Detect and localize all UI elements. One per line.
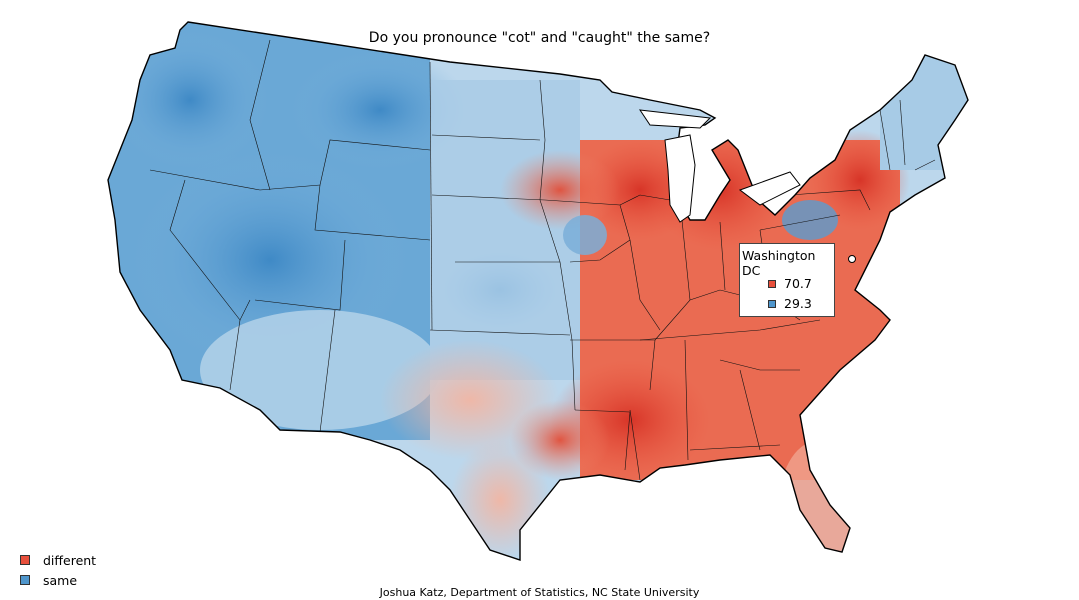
tooltip-same-value: 29.3 bbox=[784, 296, 812, 311]
dc-marker[interactable] bbox=[848, 255, 856, 263]
credit-text: Joshua Katz, Department of Statistics, N… bbox=[379, 586, 700, 599]
tooltip-row-same: 29.3 bbox=[768, 296, 812, 311]
same-swatch bbox=[768, 299, 776, 308]
lake-superior bbox=[638, 109, 712, 129]
legend-item-same[interactable]: same bbox=[20, 570, 96, 590]
different-swatch bbox=[768, 279, 776, 288]
legend-item-different[interactable]: different bbox=[20, 550, 96, 570]
great-lakes bbox=[638, 109, 801, 223]
map-legend: different same bbox=[20, 550, 96, 590]
tooltip-different-value: 70.7 bbox=[784, 276, 812, 291]
tooltip-row-different: 70.7 bbox=[768, 276, 812, 291]
location-tooltip: Washington DC 70.7 29.3 bbox=[739, 243, 835, 317]
tooltip-location: Washington DC bbox=[742, 248, 816, 278]
legend-label-different: different bbox=[43, 552, 97, 568]
state-borders bbox=[149, 39, 936, 481]
lake-erie bbox=[738, 171, 801, 206]
lake-michigan bbox=[664, 134, 696, 223]
map-title: Do you pronounce "cot" and "caught" the … bbox=[368, 30, 711, 46]
legend-swatch-same bbox=[20, 575, 30, 585]
legend-label-same: same bbox=[43, 572, 78, 588]
legend-swatch-different bbox=[20, 555, 30, 565]
